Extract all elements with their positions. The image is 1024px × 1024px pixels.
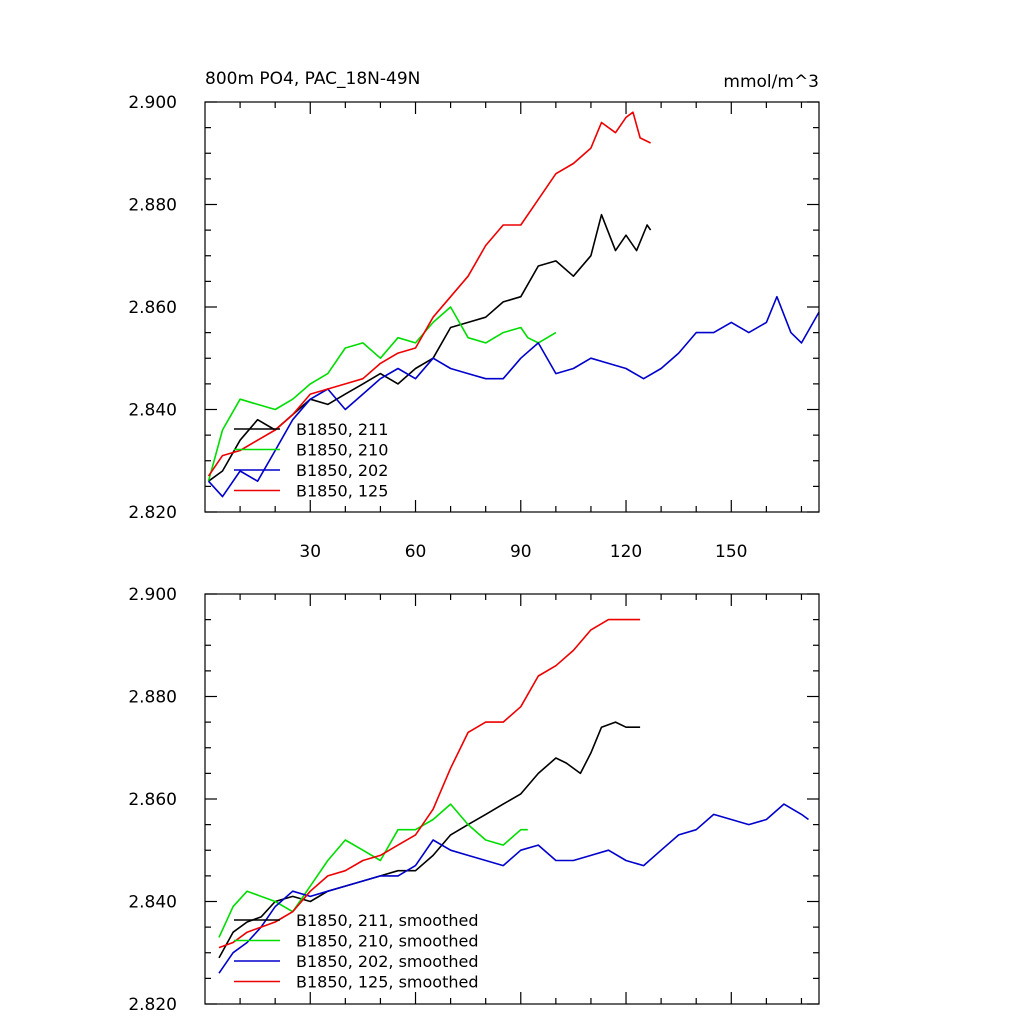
y-tick-label: 2.820 (128, 995, 177, 1015)
legend-label: B1850, 125 (296, 482, 388, 501)
series-line-3 (218, 618, 641, 949)
series-line-3 (207, 111, 651, 477)
chart-title: 800m PO4, PAC_18N-49N (205, 69, 420, 89)
y-tick-label: 2.820 (128, 503, 177, 523)
top-panel: 2.820 2.840 2.860 2.880 2.900 30 60 90 120 150 B18… (128, 93, 820, 562)
y-tick-label: 2.860 (128, 790, 177, 810)
y-tick-label: 2.860 (128, 298, 177, 318)
bottom-panel: 2.820 2.840 2.860 2.880 2.900 B1850, 211, smo… (128, 585, 820, 1015)
y-tick-label: 2.900 (128, 93, 177, 113)
y-tick-label: 2.840 (128, 401, 177, 421)
legend-label: B1850, 211, smoothed (296, 911, 479, 930)
x-tick-label: 60 (405, 542, 427, 562)
x-tick-label: 120 (610, 542, 642, 562)
legend-label: B1850, 210 (296, 441, 388, 460)
y-tick-label: 2.840 (128, 893, 177, 913)
y-tick-label: 2.880 (128, 196, 177, 216)
series-line-2 (207, 295, 820, 498)
legend-label: B1850, 211 (296, 420, 388, 439)
x-tick-label: 90 (510, 542, 532, 562)
y-tick-label: 2.900 (128, 585, 177, 605)
x-tick-label: 30 (299, 542, 321, 562)
legend-label: B1850, 202, smoothed (296, 952, 479, 971)
legend-label: B1850, 125, smoothed (296, 973, 479, 992)
series-line-0 (208, 213, 652, 482)
series-line-1 (207, 306, 557, 482)
legend-label: B1850, 202 (296, 461, 388, 480)
legend-label: B1850, 210, smoothed (296, 932, 479, 951)
chart-units: mmol/m^3 (723, 72, 819, 92)
series-line-1 (218, 803, 528, 938)
x-tick-label: 150 (715, 542, 747, 562)
y-tick-label: 2.880 (128, 688, 177, 708)
